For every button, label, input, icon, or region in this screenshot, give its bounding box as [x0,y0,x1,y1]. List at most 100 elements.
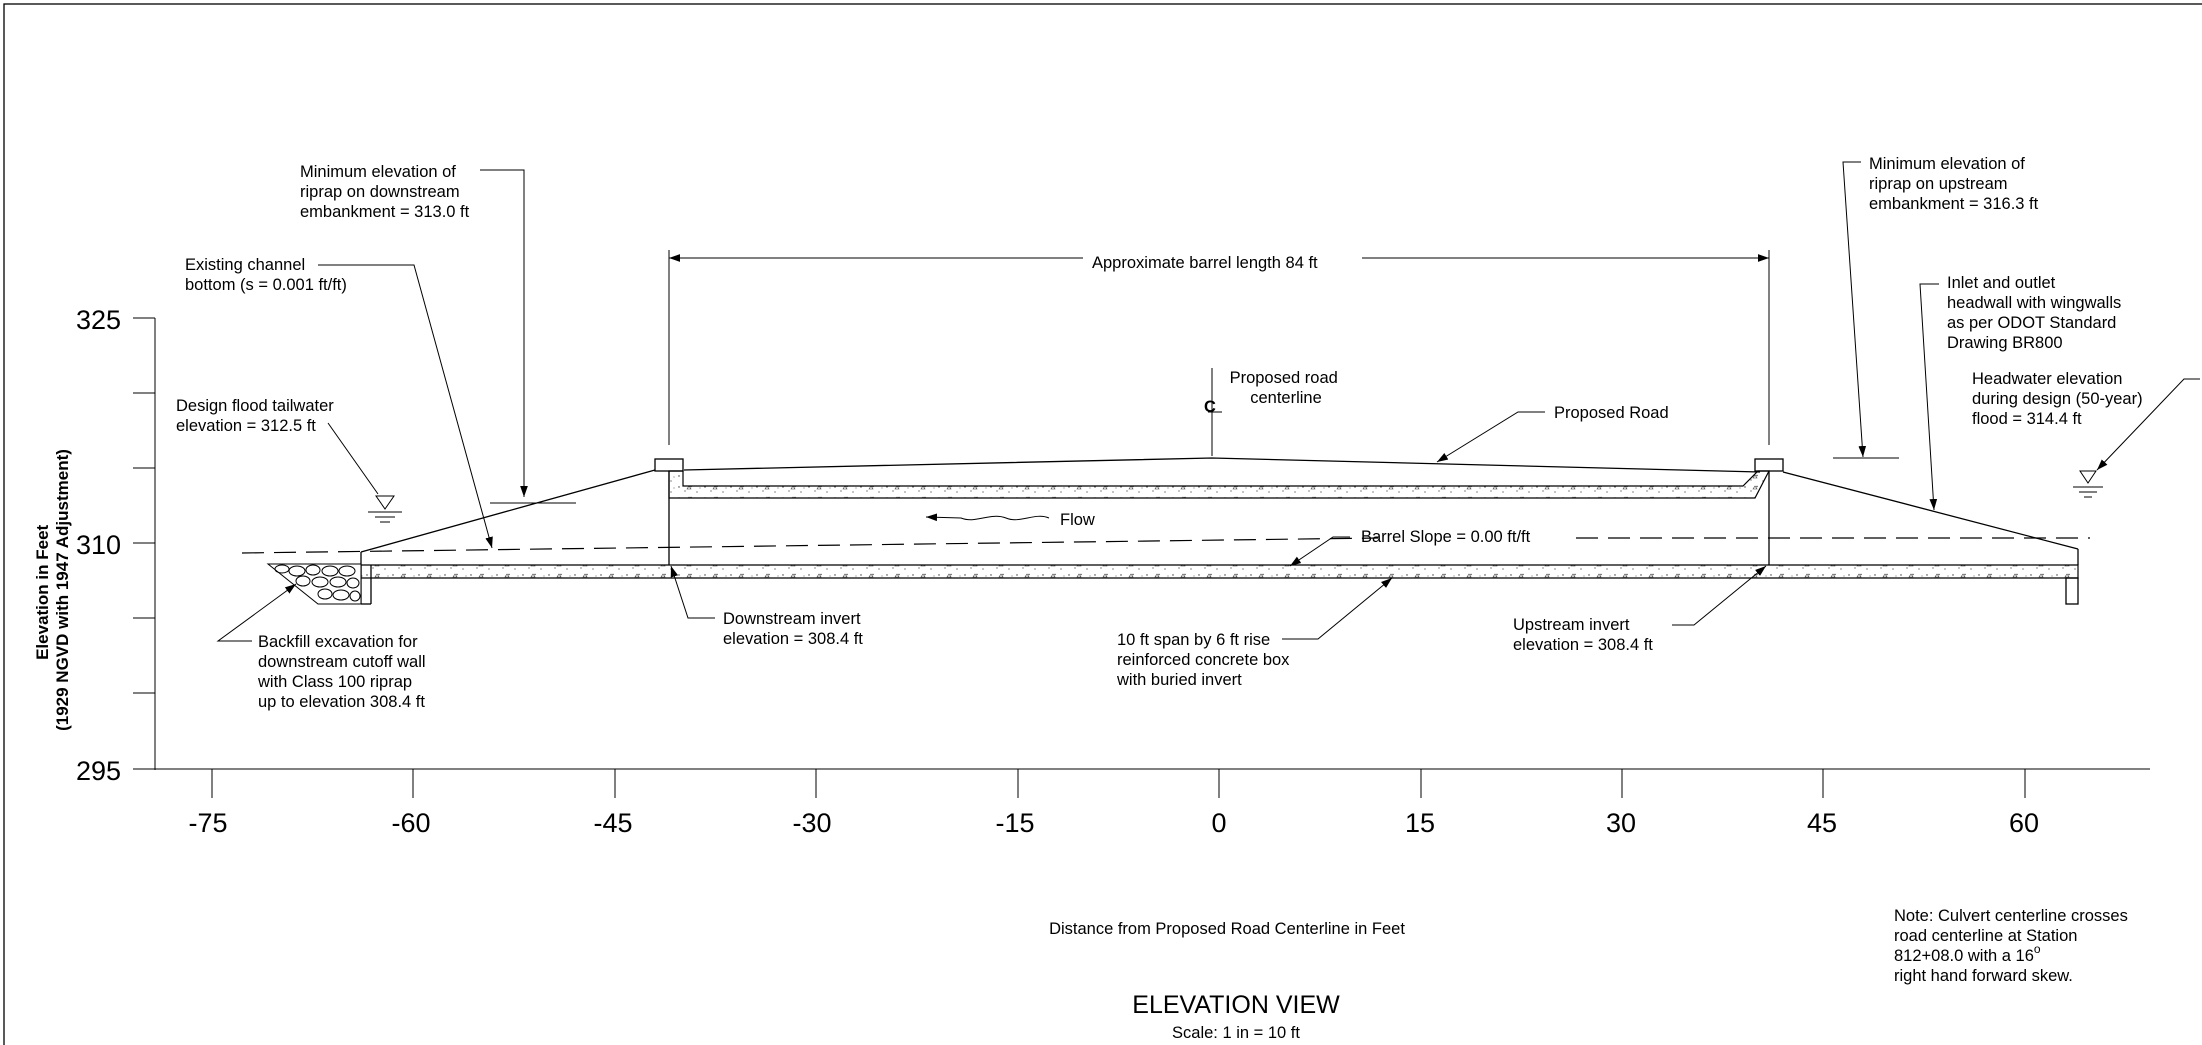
headwater-symbol [2073,470,2103,498]
barrel-length-label: Approximate barrel length 84 ft [1092,254,1318,272]
x-tick-label-neg75: -75 [188,808,227,838]
downstream-embankment [360,469,656,553]
channel-bottom-line [241,537,1379,554]
channel-bottom-note: Existing channel bottom (s = 0.001 ft/ft… [185,256,347,294]
barrel-length-dimension: Approximate barrel length 84 ft [668,250,1770,445]
downstream-invert-note: Downstream invert elevation = 308.4 ft [723,610,865,648]
x-tick-label-neg60: -60 [391,808,430,838]
x-tick-label-60: 60 [2009,808,2039,838]
upstream-headwall-cap [1754,458,1784,472]
box-line1: 10 ft span by 6 ft rise [1117,631,1270,649]
headwall-line4: Drawing BR800 [1947,334,2063,352]
skew-note-degree: o [2034,942,2041,956]
downstream-invert-line1: Downstream invert [723,610,861,628]
riprap-upstream-line1: Minimum elevation of [1869,155,2025,173]
downstream-invert-leader [670,565,715,619]
drawing-title: ELEVATION VIEW [1132,991,1340,1019]
channel-bottom-line1: Existing channel [185,256,305,274]
y-tick-label-325: 325 [76,305,121,335]
riprap-upstream-line3: embankment = 316.3 ft [1869,195,2039,213]
tailwater-symbol [368,495,402,523]
proposed-road-leader [1436,411,1545,463]
backfill-line4: up to elevation 308.4 ft [258,693,425,711]
upstream-invert-leader [1672,565,1767,626]
box-leader [1282,577,1393,640]
y-axis-label-line2: (1929 NGVD with 1947 Adjustment) [53,449,72,731]
headwall-line2: headwall with wingwalls [1947,294,2121,312]
headwater-line3: flood = 314.4 ft [1972,410,2082,428]
riprap-downstream-line3: embankment = 313.0 ft [300,203,470,221]
x-tick-label-neg15: -15 [995,808,1034,838]
x-tick-label-45: 45 [1807,808,1837,838]
barrel-slope-leader [1289,536,1350,567]
riprap-upstream-leader [1842,161,1867,458]
headwater-note: Headwater elevation during design (50-ye… [1972,370,2147,428]
skew-note-line3: 812+08.0 with a 16 [1894,947,2034,965]
y-axis-label-line1: Elevation in Feet [33,524,52,659]
backfill-line2: downstream cutoff wall [258,653,426,671]
backfill-note: Backfill excavation for downstream cutof… [257,633,430,711]
x-axis: -75 -60 -45 -30 -15 0 15 30 45 60 [155,768,2150,838]
headwater-line2: during design (50-year) [1972,390,2143,408]
riprap-downstream-line2: riprap on downstream [300,183,460,201]
channel-bottom-line2: bottom (s = 0.001 ft/ft) [185,276,347,294]
culvert-profile: C [241,368,2090,605]
headwall-note: Inlet and outlet headwall with wingwalls… [1947,274,2126,352]
x-tick-label-15: 15 [1405,808,1435,838]
proposed-road-label: Proposed Road [1554,404,1669,422]
barrel-slope-label: Barrel Slope = 0.00 ft/ft [1361,528,1531,546]
box-bottom-slab [360,564,2079,579]
downstream-headwall-cap [654,458,684,472]
x-tick-label-neg45: -45 [593,808,632,838]
x-tick-label-30: 30 [1606,808,1636,838]
upstream-invert-line2: elevation = 308.4 ft [1513,636,1653,654]
x-axis-label: Distance from Proposed Road Centerline i… [1049,920,1405,938]
y-axis-label: Elevation in Feet (1929 NGVD with 1947 A… [33,449,72,731]
sheet-border [3,3,2202,1045]
box-note: 10 ft span by 6 ft rise reinforced concr… [1116,631,1294,689]
drawing-scale: Scale: 1 in = 10 ft [1172,1024,1300,1042]
upstream-invert-note: Upstream invert elevation = 308.4 ft [1513,616,1653,654]
upstream-invert-line1: Upstream invert [1513,616,1630,634]
road-centerline-note: Proposed road centerline [1230,369,1343,407]
skew-note-line4: right hand forward skew. [1894,967,2073,985]
centerline-symbol: C [1204,398,1216,416]
flow-arrow: Flow [925,511,1095,529]
y-tick-label-310: 310 [76,530,121,560]
tailwater-line1: Design flood tailwater [176,397,334,415]
riprap-downstream-leader [480,169,528,497]
skew-note-line1: Note: Culvert centerline crosses [1894,907,2128,925]
headwater-leader [2096,378,2200,471]
channel-bottom-leader [318,264,493,549]
headwall-leader [1919,283,1939,511]
y-tick-label-295: 295 [76,756,121,786]
box-line2: reinforced concrete box [1117,651,1290,669]
box-top-slab [668,470,1770,499]
backfill-line3: with Class 100 riprap [257,673,412,691]
headwall-line3: as per ODOT Standard [1947,314,2116,332]
skew-note: Note: Culvert centerline crosses road ce… [1894,907,2132,985]
riprap-downstream-note: Minimum elevation of riprap on downstrea… [300,163,470,221]
y-axis: 325 310 295 [76,305,156,786]
skew-note-line2: road centerline at Station [1894,927,2077,945]
backfill-leader [216,583,297,642]
riprap-upstream-line2: riprap on upstream [1869,175,2008,193]
road-centerline-line1: Proposed road [1230,369,1338,387]
riprap-upstream-note: Minimum elevation of riprap on upstream … [1869,155,2039,213]
tailwater-note: Design flood tailwater elevation = 312.5… [176,397,338,435]
upstream-embankment [1782,471,2079,550]
box-line3: with buried invert [1116,671,1242,689]
backfill-line1: Backfill excavation for [258,633,418,651]
headwall-line1: Inlet and outlet [1947,274,2056,292]
road-centerline-line2: centerline [1250,389,1322,407]
x-tick-label-neg30: -30 [792,808,831,838]
downstream-invert-line2: elevation = 308.4 ft [723,630,863,648]
proposed-road-surface [683,457,1761,473]
headwater-line1: Headwater elevation [1972,370,2122,388]
flow-label: Flow [1060,511,1095,529]
riprap-backfill [266,563,362,605]
x-tick-label-0: 0 [1211,808,1226,838]
riprap-downstream-line1: Minimum elevation of [300,163,456,181]
tailwater-line2: elevation = 312.5 ft [176,417,316,435]
